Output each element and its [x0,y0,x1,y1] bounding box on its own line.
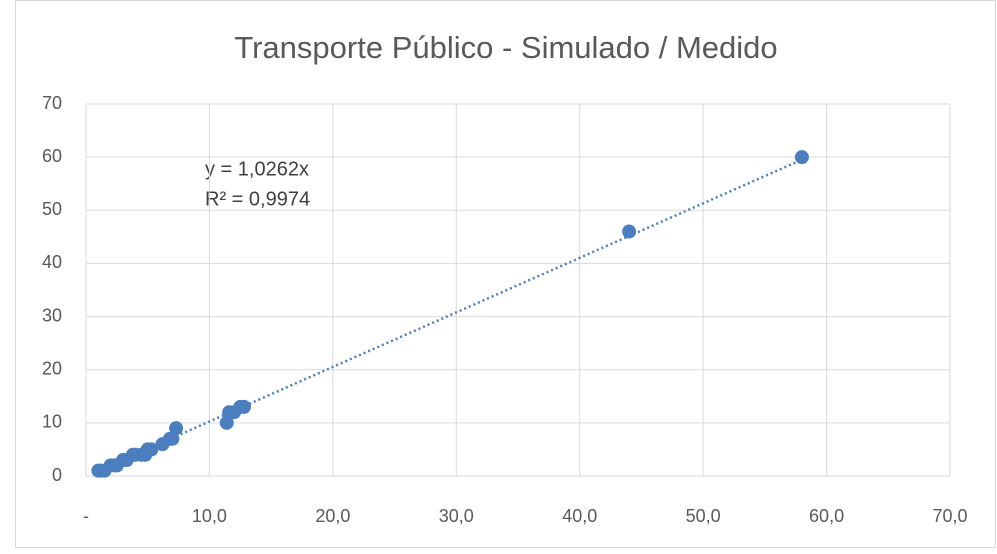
y-tick-label: 30 [42,305,62,325]
chart-title: Transporte Público - Simulado / Medido [234,30,777,65]
x-tick-label: 20,0 [315,506,350,526]
y-tick-label: 0 [52,465,62,485]
point [144,442,159,457]
trendline [97,158,803,472]
point [236,399,251,414]
x-tick-label: 50,0 [686,506,721,526]
y-tick-label: 40 [42,252,62,272]
y-tick-label: 10 [42,412,62,432]
x-tick-label: 30,0 [439,506,474,526]
point [622,224,637,239]
y-tick-label: 20 [42,358,62,378]
chart-border [15,0,996,548]
trendline-equation: y = 1,0262x [205,158,309,180]
y-tick-label: 60 [42,146,62,166]
trendline-r-squared: R² = 0,9974 [205,188,310,210]
x-tick-label: - [83,506,89,526]
x-tick-label: 10,0 [192,506,227,526]
point [219,415,234,430]
x-tick-label: 60,0 [809,506,844,526]
point [794,150,809,165]
x-tick-label: 70,0 [932,506,967,526]
point [169,421,184,436]
y-tick-label: 70 [42,93,62,113]
y-tick-label: 50 [42,199,62,219]
point [165,431,180,446]
x-tick-label: 40,0 [562,506,597,526]
